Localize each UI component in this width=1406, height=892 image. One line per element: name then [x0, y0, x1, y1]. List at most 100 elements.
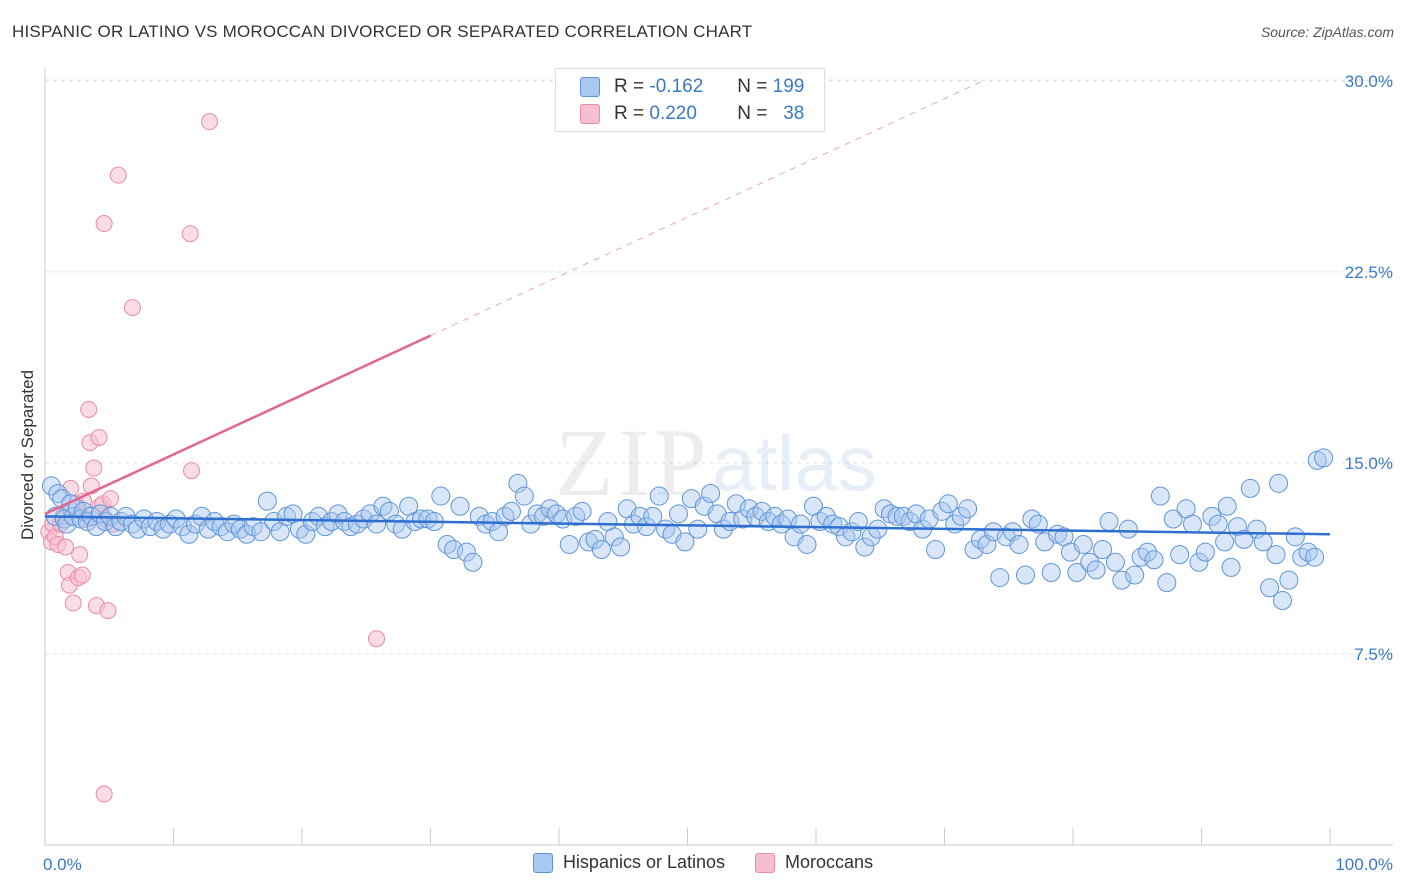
y-tick-label: 30.0% — [1345, 72, 1393, 91]
bottom-legend: Hispanics or Latinos Moroccans — [0, 852, 1406, 873]
pink-swatch — [755, 852, 776, 873]
hispanic-point — [566, 506, 586, 526]
hispanic-point — [192, 506, 212, 526]
stats-row-hispanics: R = -0.162 N = 199 — [580, 74, 804, 100]
blue-swatch — [532, 852, 553, 873]
hispanic-point — [1015, 565, 1035, 585]
hispanic-point — [958, 499, 978, 519]
hispanic-point — [1183, 514, 1203, 534]
hispanic-point — [1305, 547, 1325, 567]
hispanic-point — [559, 534, 579, 554]
moroccans-points — [40, 113, 386, 803]
moroccans-trend-extension — [430, 80, 984, 337]
x-tick-label: 0.0% — [43, 855, 82, 874]
hispanic-point — [41, 476, 61, 496]
hispanic-point — [752, 501, 772, 521]
moroccan-point — [181, 225, 199, 243]
hispanic-point — [771, 514, 791, 534]
x-tick-label: 100.0% — [1335, 855, 1393, 874]
hispanic-point — [1112, 570, 1132, 590]
hispanic-point — [1150, 486, 1170, 506]
hispanic-point — [450, 496, 470, 516]
hispanic-point — [1314, 448, 1334, 468]
hispanic-point — [437, 534, 457, 554]
hispanic-point — [1272, 590, 1292, 610]
hispanic-point — [604, 527, 624, 547]
hispanic-point — [1105, 552, 1125, 572]
hispanic-point — [1208, 514, 1228, 534]
hispanic-point — [1086, 560, 1106, 580]
moroccan-point — [368, 630, 386, 648]
hispanic-point — [328, 504, 348, 524]
moroccan-point — [80, 400, 98, 418]
hispanic-point — [1163, 509, 1183, 529]
hispanic-point — [1285, 527, 1305, 547]
hispanic-point — [1266, 545, 1286, 565]
hispanic-point — [585, 529, 605, 549]
moroccan-point — [57, 538, 75, 556]
legend-item-hispanics[interactable]: Hispanics or Latinos — [532, 852, 725, 873]
hispanic-point — [48, 484, 68, 504]
hispanic-point — [508, 473, 528, 493]
hispanic-point — [373, 496, 393, 516]
axes — [44, 68, 1393, 846]
hispanic-point — [1144, 550, 1164, 570]
hispanic-point — [1080, 552, 1100, 572]
hispanic-point — [1234, 529, 1254, 549]
hispanic-point — [469, 506, 489, 526]
moroccan-point — [109, 166, 127, 184]
r-label: R = — [614, 103, 645, 124]
hispanic-point — [1240, 478, 1260, 498]
stats-row-moroccans: R = 0.220 N = 38 — [580, 101, 804, 127]
hispanic-point — [1138, 542, 1158, 562]
hispanic-point — [1170, 545, 1190, 565]
hispanic-point — [932, 501, 952, 521]
hispanic-point — [591, 540, 611, 560]
y-tick-label: 15.0% — [1345, 454, 1393, 473]
hispanic-point — [1073, 534, 1093, 554]
hispanic-point — [855, 537, 875, 557]
n-value: 199 — [772, 76, 805, 97]
hispanics-trend-line — [44, 515, 1331, 536]
hispanic-point — [926, 540, 946, 560]
chart-title: HISPANIC OR LATINO VS MOROCCAN DIVORCED … — [12, 22, 753, 41]
moroccan-point — [95, 215, 113, 233]
source-label: Source: ZipAtlas.com — [1260, 24, 1394, 40]
hispanic-point — [1298, 542, 1318, 562]
hispanic-point — [1279, 570, 1299, 590]
hispanic-point — [57, 514, 77, 534]
hispanic-point — [669, 504, 689, 524]
hispanic-point — [257, 491, 277, 511]
moroccan-point — [71, 546, 89, 564]
legend-label: Moroccans — [785, 852, 874, 872]
hispanic-point — [296, 524, 316, 544]
hispanic-point — [205, 512, 225, 532]
hispanic-point — [1118, 519, 1138, 539]
hispanic-point — [1009, 534, 1029, 554]
y-tick-label: 7.5% — [1354, 645, 1393, 664]
moroccan-point — [73, 566, 91, 584]
hispanic-point — [816, 506, 836, 526]
hispanic-point — [572, 501, 592, 521]
hispanic-point — [990, 568, 1010, 588]
hispanic-point — [495, 506, 515, 526]
hispanic-point — [951, 506, 971, 526]
hispanic-point — [237, 524, 257, 544]
hispanic-point — [649, 486, 669, 506]
hispanic-point — [1099, 512, 1119, 532]
hispanic-point — [540, 499, 560, 519]
moroccan-point — [102, 490, 120, 508]
trend-lines — [44, 80, 1331, 536]
y-axis-label: Divorced or Separated — [18, 370, 37, 540]
stats-legend: R = -0.162 N = 199 R = 0.220 N = 38 — [555, 68, 825, 132]
hispanic-point — [463, 552, 483, 572]
x-tick-labels: 0.0% 100.0% — [43, 855, 1393, 874]
hispanic-point — [1022, 509, 1042, 529]
moroccan-point — [182, 462, 200, 480]
hispanic-point — [887, 506, 907, 526]
hispanic-point — [354, 509, 374, 529]
hispanic-point — [431, 486, 451, 506]
hispanic-point — [1003, 522, 1023, 542]
hispanic-point — [1227, 517, 1247, 537]
legend-item-moroccans[interactable]: Moroccans — [755, 852, 873, 873]
